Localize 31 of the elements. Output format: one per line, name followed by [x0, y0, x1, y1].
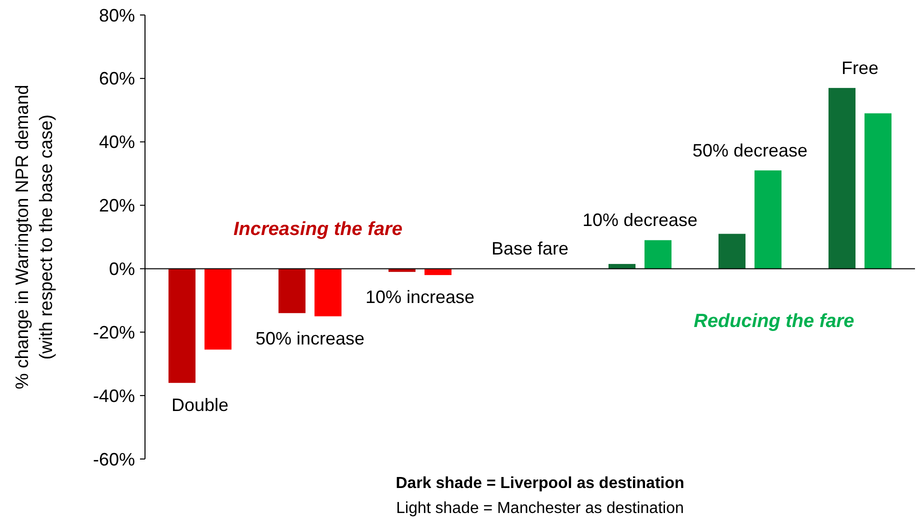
bar	[388, 268, 416, 272]
bar	[644, 240, 672, 269]
annotation: Reducing the fare	[694, 311, 855, 332]
y-tick-label: 40%	[98, 132, 135, 152]
y-tick-label: -60%	[92, 449, 135, 470]
text: Light shade = Manchester as destination	[396, 500, 684, 517]
y-tick-label: 80%	[98, 5, 135, 26]
y-tick-label: -20%	[92, 322, 135, 342]
bar	[424, 268, 452, 276]
x-tick-label: 50% increase	[255, 328, 365, 348]
x-tick-label: Double	[171, 394, 229, 415]
bar	[168, 268, 196, 383]
bar	[754, 170, 782, 269]
x-tick-label: 10% increase	[365, 287, 475, 308]
y-tick-label: 20%	[98, 196, 135, 216]
x-tick-label: 10% decrease	[582, 210, 698, 230]
bar	[828, 88, 856, 269]
x-tick-label: Free	[841, 58, 879, 78]
bar	[864, 113, 892, 269]
bar	[204, 268, 232, 350]
bar	[278, 268, 306, 314]
x-tick-label: 50% decrease	[692, 140, 808, 160]
x-tick-label: Base fare	[491, 238, 569, 259]
y-axis-title: % change in Warrington NPR demand (with respect to the base case)	[12, 84, 56, 390]
bar	[718, 234, 746, 269]
annotation: Increasing the fare	[234, 219, 403, 240]
y-tick-label: 60%	[98, 68, 135, 89]
y-tick-label: 0%	[108, 259, 135, 280]
y-tick-label: -40%	[92, 386, 135, 406]
bar	[314, 268, 342, 316]
text: Dark shade = Liverpool as destination	[396, 475, 684, 492]
